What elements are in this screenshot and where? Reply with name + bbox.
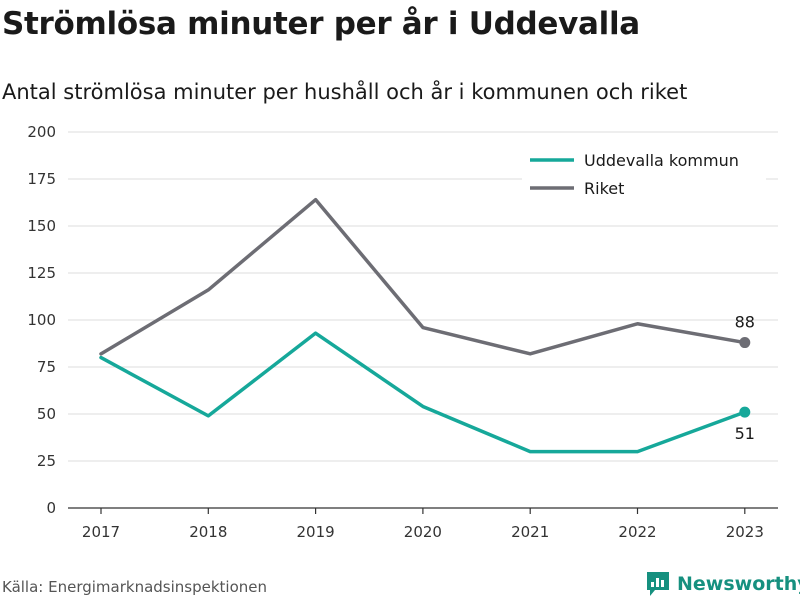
- y-tick-label: 75: [37, 358, 56, 376]
- y-tick-label: 200: [27, 123, 56, 141]
- y-tick-label: 0: [46, 499, 56, 517]
- series-line-uddevalla: [99, 331, 747, 454]
- data-label: 51: [735, 424, 755, 443]
- newsworthy-logo: Newsworthy: [645, 570, 800, 598]
- y-tick-label: 150: [27, 217, 56, 235]
- legend-label: Uddevalla kommun: [584, 151, 739, 170]
- newsworthy-icon: [647, 572, 669, 596]
- x-tick-label: 2017: [82, 523, 120, 541]
- y-tick-label: 25: [37, 452, 56, 470]
- x-tick-label: 2021: [511, 523, 549, 541]
- page-subtitle: Antal strömlösa minuter per hushåll och …: [2, 80, 688, 104]
- x-tick-label: 2019: [297, 523, 335, 541]
- x-tick-label: 2018: [189, 523, 227, 541]
- y-tick-label: 125: [27, 264, 56, 282]
- source-text: Källa: Energimarknadsinspektionen: [2, 578, 268, 596]
- data-label: 88: [735, 313, 755, 332]
- page-title: Strömlösa minuter per år i Uddevalla: [2, 6, 640, 42]
- series-end-point: [739, 406, 751, 418]
- brand-name: Newsworthy: [677, 573, 800, 595]
- y-tick-label: 50: [37, 405, 56, 423]
- x-tick-label: 2022: [618, 523, 656, 541]
- series-line-riket: [99, 197, 747, 356]
- y-tick-label: 175: [27, 170, 56, 188]
- y-tick-label: 100: [27, 311, 56, 329]
- x-tick-label: 2023: [726, 523, 764, 541]
- x-tick-label: 2020: [404, 523, 442, 541]
- series-end-point: [739, 337, 751, 349]
- legend-label: Riket: [584, 179, 624, 198]
- legend-box: [522, 146, 766, 206]
